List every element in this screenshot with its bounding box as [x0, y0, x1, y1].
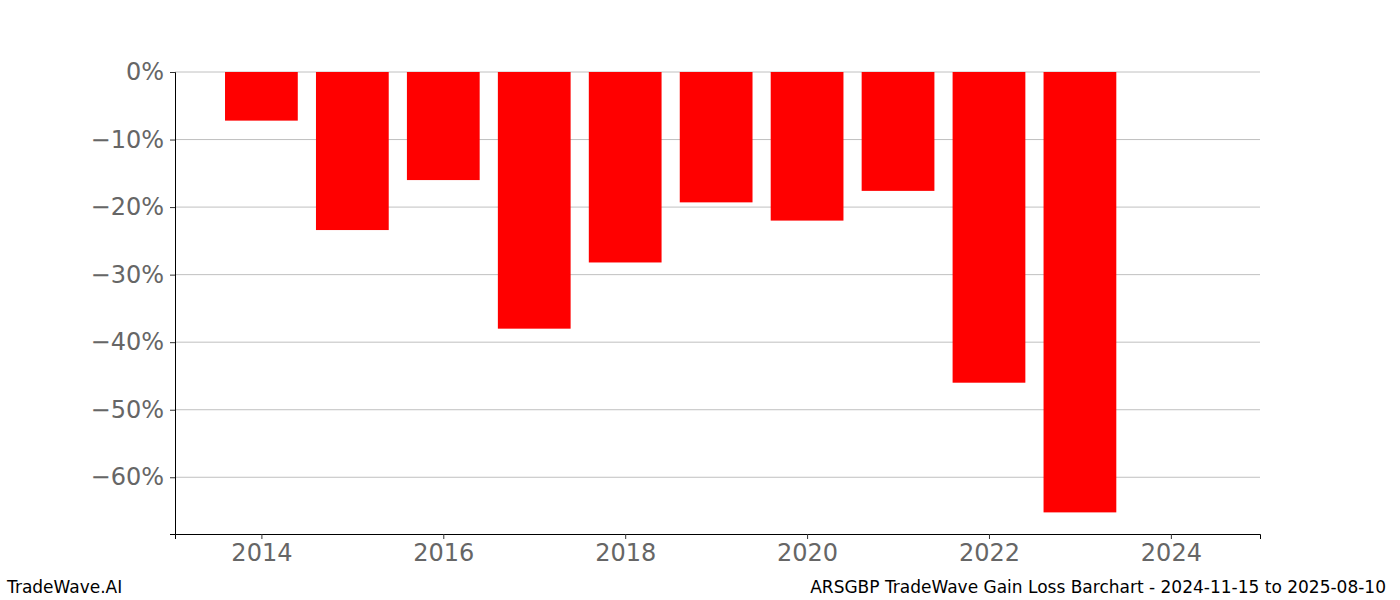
watermark: TradeWave.AI [6, 577, 122, 597]
y-tick: −20% [91, 193, 175, 221]
x-tick-label: 2018 [595, 539, 656, 567]
y-tick-label: −20% [91, 193, 164, 221]
y-tick-mark [170, 477, 175, 478]
y-tick-label: −10% [91, 126, 164, 154]
bars [225, 72, 1116, 512]
bar [680, 72, 753, 202]
bar [1044, 72, 1117, 512]
bar [771, 72, 844, 221]
bar [316, 72, 389, 230]
x-tick: 2014 [231, 534, 292, 567]
bar [225, 72, 298, 121]
y-tick: −40% [91, 328, 175, 356]
y-tick: 0% [126, 58, 175, 86]
x-tick: 2024 [1141, 534, 1202, 567]
y-tick: −50% [91, 396, 175, 424]
x-tick-label: 2014 [231, 539, 292, 567]
bar [498, 72, 571, 329]
y-tick-label: −60% [91, 463, 164, 491]
title: ARSGBP TradeWave Gain Loss Barchart - 20… [810, 577, 1386, 597]
x-tick-label: 2024 [1141, 539, 1202, 567]
x-tick-label: 2016 [413, 539, 474, 567]
bar [862, 72, 935, 191]
y-tick-label: −30% [91, 261, 164, 289]
y-tick: −60% [91, 463, 175, 491]
chart: 0%−10%−20%−30%−40%−50%−60%20142016201820… [0, 0, 1400, 600]
y-tick-mark [170, 140, 175, 141]
x-tick: 2020 [777, 534, 838, 567]
y-tick-label: −40% [91, 328, 164, 356]
y-tick-mark [170, 72, 175, 73]
x-tick-label: 2022 [959, 539, 1020, 567]
x-tick: 2016 [413, 534, 474, 567]
x-axis: 2014 2016 2018 2020 2022 2024 [176, 534, 1261, 567]
y-tick-label: 0% [126, 58, 164, 86]
x-tick: 2022 [959, 534, 1020, 567]
y-tick: −10% [91, 126, 175, 154]
plot: 0%−10%−20%−30%−40%−50%−60%20142016201820… [91, 58, 1261, 567]
bar [407, 72, 480, 180]
y-tick-label: −50% [91, 396, 164, 424]
y-tick-mark [170, 275, 175, 276]
bar [953, 72, 1026, 383]
y-tick-mark [170, 207, 175, 208]
y-tick-mark [170, 410, 175, 411]
bar [589, 72, 662, 262]
x-axis-line [176, 535, 1261, 540]
y-tick: −30% [91, 261, 175, 289]
x-tick-label: 2020 [777, 539, 838, 567]
y-axis: 0% −10% −20% −30% −40% −50% −60% [91, 58, 176, 534]
y-axis-line [170, 73, 176, 535]
x-tick: 2018 [595, 534, 656, 567]
y-tick-mark [170, 342, 175, 343]
